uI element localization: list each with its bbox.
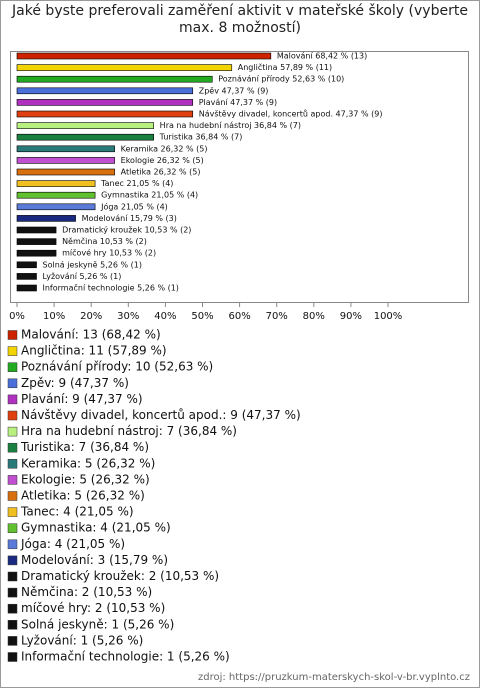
x-tick-label: 40% [154, 311, 176, 322]
bar [16, 215, 76, 222]
legend-label: míčové hry: 2 (10,53 %) [21, 601, 165, 615]
legend-swatch [7, 330, 18, 340]
x-tick-label: 100% [374, 311, 403, 322]
x-tick-label: 60% [228, 311, 250, 322]
bar [16, 191, 96, 199]
legend-label: Gymnastika: 4 (21,05 %) [21, 521, 171, 535]
legend-label: Modelování: 3 (15,79 %) [21, 553, 168, 567]
legend-swatch [7, 620, 18, 630]
legend-swatch [7, 603, 18, 614]
legend-swatch [7, 346, 18, 356]
data-label: Gymnastika 21,05 % (4) [101, 191, 198, 200]
legend-swatch [7, 426, 18, 437]
data-label: Modelování 15,79 % (3) [82, 214, 177, 223]
data-label: Lyžování 5,26 % (1) [43, 272, 122, 281]
bar [16, 203, 96, 211]
data-label: Návštěvy divadel, koncertů apod. 47,37 %… [199, 109, 383, 119]
legend-label: Hra na hudební nástroj: 7 (36,84 %) [21, 424, 237, 438]
bar [16, 180, 96, 187]
legend-swatch [7, 394, 18, 405]
legend-swatch [7, 378, 18, 389]
data-label: Tanec 21,05 % (4) [100, 179, 173, 188]
bar [16, 284, 37, 292]
legend-swatch [7, 507, 18, 517]
legend-swatch [7, 571, 18, 582]
legend-swatch [7, 442, 18, 453]
legend-swatch [7, 652, 18, 662]
legend-label: Dramatický kroužek: 2 (10,53 %) [21, 569, 219, 583]
legend-swatch [7, 587, 18, 598]
bar [16, 168, 115, 176]
legend-label: Jóga: 4 (21,05 %) [20, 537, 125, 551]
legend-label: Solná jeskyně: 1 (5,26 %) [21, 617, 174, 631]
legend-swatch [7, 555, 18, 566]
legend-swatch [7, 410, 18, 421]
data-label: Zpěv 47,37 % (9) [199, 86, 269, 95]
data-label: Informační technologie 5,26 % (1) [43, 283, 179, 293]
chart-title: Jaké byste preferovali zaměření aktivit … [12, 3, 468, 36]
bar [16, 87, 194, 95]
legend-label: Poznávání přírody: 10 (52,63 %) [21, 360, 213, 374]
legend-swatch [7, 475, 18, 485]
legend-label: Atletika: 5 (26,32 %) [21, 489, 145, 503]
legend-swatch [7, 539, 18, 550]
legend-label: Plavání: 9 (47,37 %) [21, 392, 143, 406]
data-label: Keramika 26,32 % (5) [121, 144, 208, 153]
bar [16, 133, 154, 141]
bar [16, 226, 57, 234]
data-label: Ekologie 26,32 % (5) [121, 156, 204, 165]
data-label: Plavání 47,37 % (9) [199, 98, 277, 107]
x-tick-label: 10% [43, 311, 65, 322]
source: zdroj: https://pruzkum-materskych-skol-v… [198, 672, 470, 683]
data-label: Malování 68,42 % (13) [277, 52, 367, 61]
legend-label: Lyžování: 1 (5,26 %) [21, 633, 143, 647]
legend-swatch [7, 491, 18, 501]
data-label: Turistika 36,84 % (7) [159, 133, 243, 142]
bar [16, 75, 213, 83]
legend-label: Informační technologie: 1 (5,26 %) [21, 650, 230, 664]
x-tick-label: 70% [266, 311, 288, 322]
x-tick-label: 20% [80, 311, 102, 322]
legend-label: Ekologie: 5 (26,32 %) [21, 472, 150, 486]
bar [16, 122, 154, 129]
legend-label: Němčina: 2 (10,53 %) [21, 585, 152, 599]
legend-swatch [7, 459, 18, 469]
data-label: Angličtina 57,89 % (11) [238, 62, 332, 72]
legend-swatch [7, 362, 18, 372]
bar [16, 64, 233, 71]
legend-label: Návštěvy divadel, koncertů apod.: 9 (47,… [21, 408, 301, 422]
data-label: Jóga 21,05 % (4) [100, 201, 168, 211]
data-label: Hra na hudební nástroj 36,84 % (7) [160, 121, 301, 130]
bar [16, 261, 37, 269]
bar [16, 145, 115, 153]
bar [16, 99, 194, 106]
bar [16, 238, 57, 245]
legend-label: Keramika: 5 (26,32 %) [21, 456, 155, 470]
data-label: Němčina 10,53 % (2) [62, 236, 147, 246]
data-label: míčové hry 10,53 % (2) [62, 248, 156, 258]
legend-label: Zpěv: 9 (47,37 %) [21, 376, 129, 390]
data-label: Solná jeskyně 5,26 % (1) [43, 260, 142, 269]
legend-label: Malování: 13 (68,42 %) [21, 328, 161, 342]
bar [16, 273, 37, 280]
bar [16, 157, 115, 164]
x-tick-label: 80% [303, 311, 325, 322]
legend-swatch [7, 523, 18, 533]
x-tick-label: 0% [9, 311, 25, 322]
data-label: Poznávání přírody 52,63 % (10) [218, 75, 344, 84]
legend-label: Turistika: 7 (36,84 %) [20, 440, 149, 454]
data-label: Atletika 26,32 % (5) [121, 168, 201, 177]
bar [16, 249, 57, 257]
x-tick-label: 90% [340, 311, 362, 322]
bar [16, 110, 194, 118]
x-tick-label: 50% [191, 311, 213, 322]
bar [16, 52, 272, 60]
data-label: Dramatický kroužek 10,53 % (2) [62, 226, 191, 235]
legend-swatch [7, 636, 18, 646]
legend-label: Tanec: 4 (21,05 %) [20, 505, 134, 519]
x-tick-label: 30% [117, 311, 139, 322]
legend-label: Angličtina: 11 (57,89 %) [21, 344, 167, 358]
